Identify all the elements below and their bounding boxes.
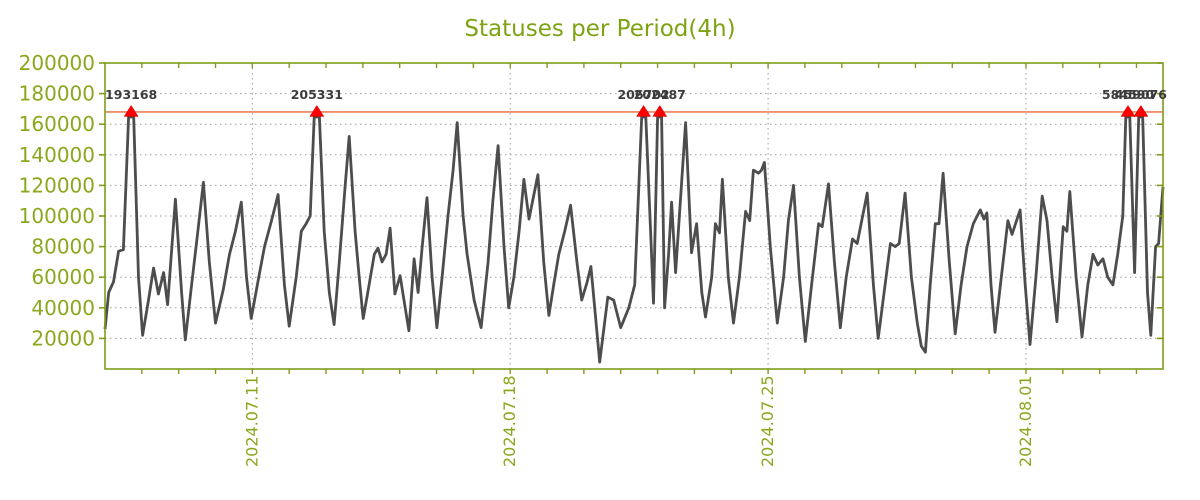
y-tick-label: 120000 (19, 173, 95, 197)
peak-marker-icon (1133, 104, 1149, 117)
y-tick-label: 140000 (19, 143, 95, 167)
peak-marker-icon (123, 104, 139, 117)
x-tick-label: 2024.07.11 (242, 375, 261, 467)
peak-value-label: 584590 (1102, 87, 1154, 102)
y-tick-label: 200000 (19, 51, 95, 75)
y-tick-label: 40000 (31, 296, 95, 320)
peak-marker-icon (636, 104, 652, 117)
peak-value-label: 206702 (617, 87, 669, 102)
chart-title: Statuses per Period(4h) (464, 16, 736, 42)
series-line (103, 115, 1165, 364)
y-tick-label: 80000 (31, 235, 95, 259)
x-tick-label: 2024.08.01 (1016, 375, 1035, 467)
y-tick-label: 20000 (31, 326, 95, 350)
peak-value-label: 459076 (1115, 87, 1167, 102)
peak-value-label: 193168 (105, 87, 157, 102)
y-tick-label: 60000 (31, 265, 95, 289)
peak-marker-icon (309, 104, 325, 117)
peak-marker-icon (652, 104, 668, 117)
x-tick-label: 2024.07.25 (758, 375, 777, 467)
plot-border (104, 62, 1164, 370)
y-tick-label: 180000 (19, 82, 95, 106)
y-tick-label: 160000 (19, 112, 95, 136)
y-tick-label: 100000 (19, 204, 95, 228)
peak-marker-icon (1120, 104, 1136, 117)
peak-value-label: 205331 (291, 87, 343, 102)
peak-value-label: 202487 (634, 87, 686, 102)
x-tick-label: 2024.07.18 (500, 375, 519, 467)
